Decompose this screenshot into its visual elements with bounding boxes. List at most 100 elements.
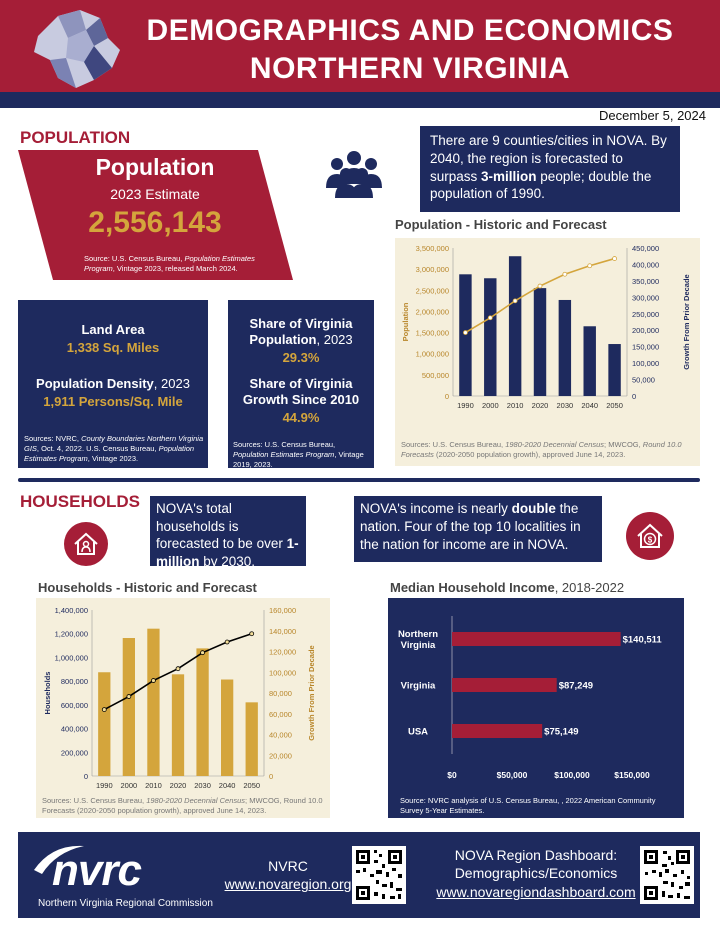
line-point-2010	[151, 678, 156, 683]
population-card-source: Source: U.S. Census Bureau, Population E…	[84, 254, 255, 274]
y-tick-label: 1,000,000	[55, 653, 88, 662]
y-tick-label: 500,000	[422, 371, 449, 380]
org-link[interactable]: www.novaregion.org	[224, 876, 352, 892]
y-tick-label: 3,500,000	[416, 244, 449, 253]
line-point-2000	[487, 315, 493, 321]
income-chart: $0 $50,000 $100,000 $150,000 $140,511 Norther…	[398, 616, 663, 780]
y-tick-label: 1,500,000	[416, 329, 449, 338]
footer: nvrc Northern Virginia Regional Commissi…	[18, 832, 700, 918]
income-chart-source: Source: NVRC analysis of U.S. Census Bur…	[400, 796, 656, 816]
y2-tick-label: 160,000	[269, 606, 296, 615]
x-tick-label: 2040	[219, 781, 236, 790]
y-tick-label: 1,000,000	[416, 350, 449, 359]
y-tick-label: 2,500,000	[416, 286, 449, 295]
y-tick-label: 800,000	[61, 677, 88, 686]
x-tick-label: $50,000	[497, 770, 528, 780]
x-tick-label: 2030	[557, 401, 574, 410]
y2-tick-label: 450,000	[632, 244, 659, 253]
y2-tick-label: 100,000	[632, 359, 659, 368]
x-tick-label: 2000	[121, 781, 138, 790]
nvrc-logo-subtitle: Northern Virginia Regional Commission	[38, 898, 213, 909]
line-point-2020	[537, 283, 543, 289]
line-point-2000	[126, 694, 132, 699]
section-divider	[18, 478, 700, 482]
header-banner	[0, 0, 720, 92]
y2-tick-label: 140,000	[269, 627, 296, 636]
y-tick-label: 600,000	[61, 701, 88, 710]
org-name: NVRC	[268, 858, 308, 874]
bar-2030	[558, 299, 572, 396]
population-card-subtitle: 2023 Estimate	[110, 186, 200, 202]
house-dollar-icon: $	[626, 512, 674, 560]
households-chart-panel: 0 200,000 400,000 600,000 800,000 1,000,000 1,…	[36, 598, 330, 818]
y2-tick-label: 20,000	[269, 751, 292, 760]
bar-2010	[508, 256, 522, 396]
report-date: December 5, 2024	[599, 108, 706, 123]
x-tick-label: 2050	[606, 401, 623, 410]
share-growth-label: Share of Virginia Growth Since 2010	[242, 376, 360, 408]
population-chart-source: Sources: U.S. Census Bureau, 1980-2020 D…	[401, 440, 682, 460]
y2-tick-label: 0	[632, 392, 636, 401]
land-area-source: Sources: NVRC, County Boundaries Norther…	[24, 434, 204, 464]
population-card-value: 2,556,143	[88, 206, 222, 239]
y-tick-label: 3,000,000	[416, 265, 449, 274]
density-value: 1,911 Persons/Sq. Mile	[43, 394, 183, 409]
bar-2040	[583, 326, 596, 396]
category-label: Virginia	[401, 681, 436, 692]
x-tick-label: 2020	[170, 781, 187, 790]
bar-2030	[196, 648, 209, 776]
x-tick-label: 2050	[243, 781, 260, 790]
page-title-line2: NORTHERN VIRGINIA	[249, 52, 571, 85]
y-tick-label: 0	[445, 392, 449, 401]
y2-tick-label: 120,000	[269, 648, 296, 657]
house-person-icon	[64, 522, 108, 566]
line-point-2050	[612, 256, 617, 261]
bar-2050	[608, 344, 621, 396]
population-chart: 0 500,000 1,000,000 1,500,000 2,000,000 2,500…	[401, 244, 691, 410]
bar-1	[452, 678, 557, 692]
qr-code-icon[interactable]	[640, 846, 694, 904]
line-point-2020	[175, 666, 181, 672]
y-axis-title: Population	[401, 302, 410, 341]
line-point-2030	[562, 271, 568, 277]
land-area-value: 1,338 Sq. Miles	[66, 340, 160, 355]
y2-tick-label: 350,000	[632, 277, 659, 286]
households-callout: NOVA's total households is forecasted to…	[150, 496, 306, 569]
line-point-2030	[200, 650, 205, 656]
bar-2040	[221, 679, 234, 776]
bar-2020	[171, 674, 185, 776]
line-point-2010	[512, 298, 518, 304]
share-population-label: Share of Virginia Population, 2023	[249, 316, 353, 348]
households-chart: 0 200,000 400,000 600,000 800,000 1,000,000 1,…	[43, 606, 316, 790]
bar-2000	[122, 638, 135, 776]
y-tick-label: 200,000	[61, 748, 88, 757]
y-tick-label: 0	[84, 772, 88, 781]
density-label: Population Density, 2023	[36, 376, 190, 391]
category-label: USA	[408, 727, 428, 738]
households-heading: HOUSEHOLDS	[20, 492, 140, 511]
land-area-box: Land Area 1,338 Sq. Miles Population Den…	[18, 300, 208, 468]
y2-tick-label: 40,000	[269, 731, 292, 740]
y2-tick-label: 80,000	[269, 689, 292, 698]
category-label: Virginia	[401, 640, 436, 651]
category-label: Northern	[398, 629, 438, 640]
households-chart-source: Sources: U.S. Census Bureau, 1980-2020 D…	[42, 796, 323, 816]
population-heading: POPULATION	[20, 128, 131, 147]
x-tick-label: 2010	[145, 781, 162, 790]
bar-2010	[147, 628, 160, 776]
y-axis-title: Households	[43, 672, 52, 715]
y2-tick-label: 250,000	[632, 310, 659, 319]
y-tick-label: 2,000,000	[416, 307, 449, 316]
population-chart-title: Population - Historic and Forecast	[395, 217, 607, 232]
line-point-1990	[463, 330, 468, 335]
y-tick-label: 400,000	[61, 725, 88, 734]
dashboard-link[interactable]: www.novaregiondashboard.com	[436, 884, 636, 900]
income-chart-panel: $0 $50,000 $100,000 $150,000 $140,511 Norther…	[388, 598, 684, 818]
households-chart-title: Households - Historic and Forecast	[38, 580, 257, 595]
data-label: $140,511	[623, 635, 663, 646]
y2-tick-label: 400,000	[632, 260, 659, 269]
data-label: $87,249	[559, 681, 593, 692]
svg-text:$: $	[648, 536, 653, 545]
x-tick-label: 2010	[507, 401, 524, 410]
qr-code-icon[interactable]	[352, 846, 406, 904]
